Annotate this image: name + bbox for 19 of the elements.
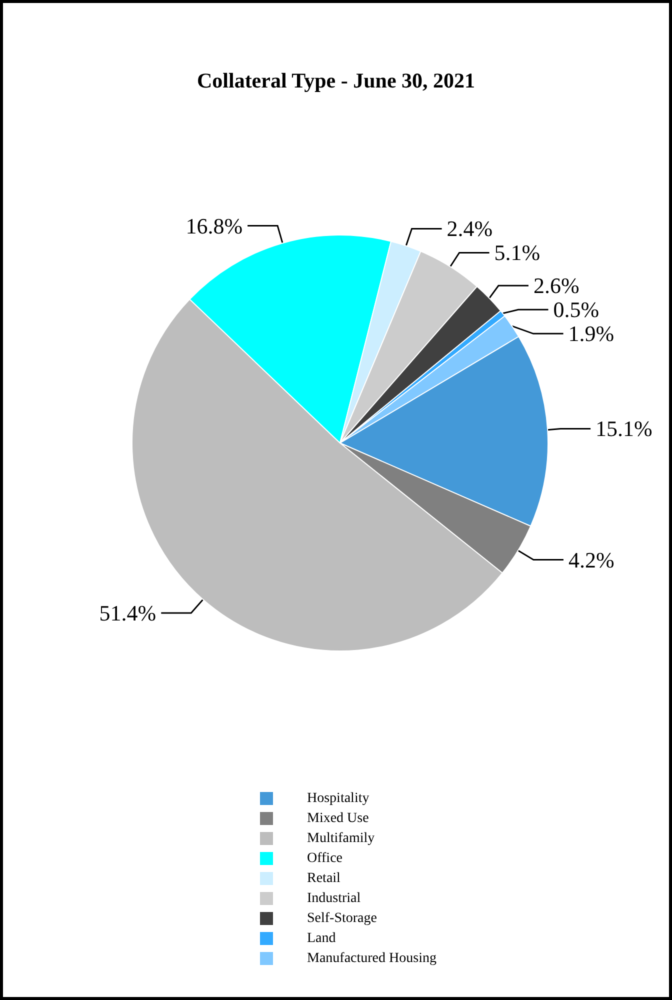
- data-label: 4.2%: [568, 547, 614, 572]
- data-label: 0.5%: [553, 297, 600, 322]
- data-label: 2.4%: [446, 216, 493, 242]
- legend-label: Hospitality: [307, 791, 370, 806]
- chart-title: Collateral Type - June 30, 2021: [196, 68, 476, 92]
- data-label: 5.1%: [494, 240, 540, 266]
- legend-label: Land: [307, 931, 336, 946]
- data-label: 15.1%: [596, 416, 652, 442]
- legend-label: Manufactured Housing: [307, 951, 436, 966]
- legend-label: Mixed Use: [307, 811, 369, 826]
- legend-label: Multifamily: [307, 831, 375, 846]
- data-label: 51.4%: [99, 600, 156, 626]
- legend-label: Industrial: [307, 891, 361, 906]
- legend-label: Office: [307, 851, 342, 866]
- data-label: 1.9%: [568, 321, 614, 346]
- legend-label: Retail: [307, 871, 341, 886]
- legend-label: Self-Storage: [307, 911, 377, 926]
- data-label: 16.8%: [186, 213, 243, 238]
- data-label: 2.6%: [533, 273, 580, 298]
